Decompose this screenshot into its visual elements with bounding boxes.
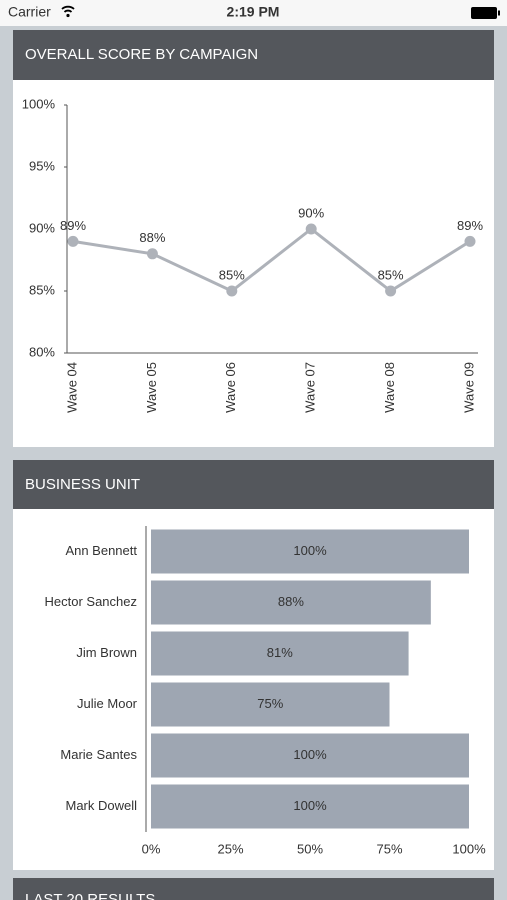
- data-label: 85%: [219, 267, 245, 282]
- y-tick-label: 90%: [29, 220, 55, 235]
- battery-tip: [498, 10, 500, 16]
- card-header: [13, 460, 494, 509]
- battery-icon: [471, 7, 497, 19]
- point: [464, 235, 476, 247]
- line-series: [72, 227, 471, 293]
- card-title: OVERALL SCORE BY CAMPAIGN: [25, 46, 258, 63]
- y-tick-label: 85%: [29, 282, 55, 297]
- data-label: 89%: [457, 218, 483, 233]
- bar: [151, 580, 431, 625]
- x-tick-label: 50%: [297, 841, 323, 856]
- point: [146, 248, 158, 260]
- wifi-icon: [61, 5, 75, 13]
- bar: [151, 784, 469, 829]
- point: [67, 235, 79, 247]
- card-body: [13, 80, 494, 447]
- card-title: BUSINESS UNIT: [25, 476, 140, 493]
- data-label: 90%: [298, 205, 324, 220]
- data-label: 88%: [278, 594, 304, 609]
- data-label: 88%: [139, 230, 165, 245]
- point: [305, 223, 317, 235]
- carrier: Carrier: [8, 4, 51, 20]
- category-label: Hector Sanchez: [45, 594, 138, 609]
- card-header: [13, 878, 494, 900]
- x-tick-label: 75%: [376, 841, 402, 856]
- data-label: 75%: [257, 696, 283, 711]
- data-label: 89%: [60, 218, 86, 233]
- point: [226, 285, 238, 297]
- y-tick-label: 95%: [29, 158, 55, 173]
- status-bar: [0, 0, 507, 26]
- x-tick-label: Wave 04: [64, 362, 79, 413]
- x-tick-label: Wave 05: [144, 362, 159, 413]
- x-tick-label: Wave 06: [223, 362, 238, 413]
- category-label: Ann Bennett: [65, 543, 137, 558]
- bar: [151, 631, 409, 676]
- x-tick-label: Wave 08: [382, 362, 397, 413]
- y-tick-label: 80%: [29, 344, 55, 359]
- bar: [151, 682, 390, 727]
- category-label: Jim Brown: [76, 645, 137, 660]
- data-label: 100%: [293, 798, 327, 813]
- category-label: Julie Moor: [77, 696, 138, 711]
- x-tick-label: 25%: [217, 841, 243, 856]
- category-label: Mark Dowell: [65, 798, 137, 813]
- data-label: 85%: [378, 267, 404, 282]
- category-label: Marie Santes: [60, 747, 137, 762]
- y-tick-label: 100%: [22, 96, 56, 111]
- x-tick-label: Wave 09: [461, 362, 476, 413]
- point: [385, 285, 397, 297]
- bar: [151, 529, 469, 574]
- x-tick-label: Wave 07: [303, 362, 318, 413]
- data-label: 100%: [293, 747, 327, 762]
- data-label: 81%: [267, 645, 293, 660]
- data-label: 100%: [293, 543, 327, 558]
- bar: [151, 733, 469, 778]
- clock: 2:19 PM: [227, 4, 280, 20]
- card-title: LAST 20 RESULTS: [25, 891, 155, 900]
- x-tick-label: 0%: [142, 841, 161, 856]
- card-header: [13, 30, 494, 80]
- x-tick-label: 100%: [452, 841, 486, 856]
- wifi-dot: [66, 13, 70, 18]
